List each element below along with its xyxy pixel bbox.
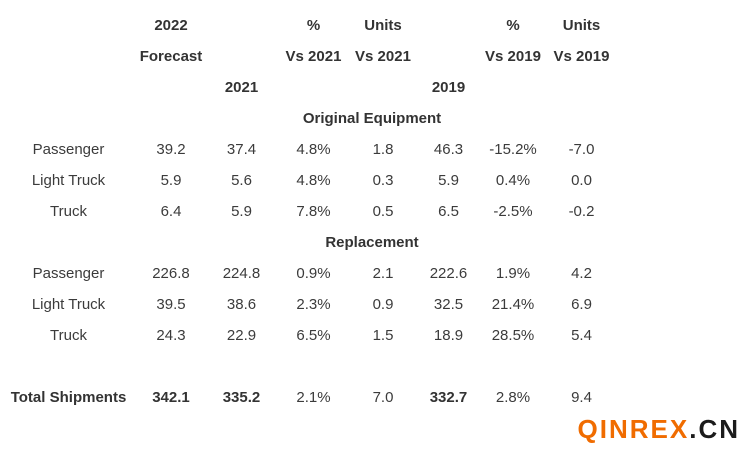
cell: 0.4%: [495, 172, 531, 189]
section-label: Original Equipment: [302, 110, 442, 127]
cell: 5.6: [231, 172, 252, 189]
cell: 46.3: [433, 141, 464, 158]
row-label: Truck: [50, 327, 87, 344]
cell: 2.1%: [296, 389, 331, 406]
section-row-replacement: Replacement: [0, 227, 744, 258]
cell: 6.5%: [296, 327, 331, 344]
cell: 226.8: [152, 265, 190, 282]
cell: 18.9: [433, 327, 464, 344]
cell: -15.2%: [489, 141, 537, 158]
cell: 9.4: [571, 389, 592, 406]
hdr-forecast: Forecast: [139, 48, 203, 65]
cell: 6.9: [571, 296, 592, 313]
cell: 2.1: [372, 265, 394, 282]
cell: 39.5: [156, 296, 186, 313]
shipments-table: 2022 % Units % Units Forecast Vs 2021 Vs…: [0, 10, 744, 413]
cell: 224.8: [222, 265, 261, 282]
hdr-units-vs2019: Units: [562, 17, 601, 34]
hdr-2022: 2022: [154, 17, 188, 34]
data-row-oe-truck: Truck 6.4 5.9 7.8% 0.5 6.5 -2.5% -0.2: [0, 196, 744, 227]
cell: 0.0: [571, 172, 592, 189]
cell: 7.8%: [296, 203, 331, 220]
cell: 22.9: [226, 327, 257, 344]
hdr-vs2021-pct-sub: Vs 2021: [285, 48, 342, 65]
row-label: Truck: [50, 203, 87, 220]
cell: 32.5: [433, 296, 464, 313]
header-row-3: 2021 2019: [0, 72, 744, 103]
data-row-oe-light-truck: Light Truck 5.9 5.6 4.8% 0.3 5.9 0.4% 0.…: [0, 165, 744, 196]
cell: -0.2: [568, 203, 595, 220]
hdr-2019: 2019: [431, 79, 466, 96]
row-label: Light Truck: [31, 296, 106, 313]
cell: 4.8%: [296, 172, 331, 189]
header-row-1: 2022 % Units % Units: [0, 10, 744, 41]
cell: -2.5%: [493, 203, 533, 220]
spacer-row: [0, 351, 744, 382]
data-row-r-light-truck: Light Truck 39.5 38.6 2.3% 0.9 32.5 21.4…: [0, 289, 744, 320]
cell: 4.2: [571, 265, 592, 282]
hdr-vs2021-units-sub: Vs 2021: [355, 48, 411, 65]
cell: 1.5: [372, 327, 394, 344]
cell: 332.7: [429, 389, 468, 406]
cell: 5.4: [571, 327, 592, 344]
cell: 5.9: [231, 203, 252, 220]
cell: 38.6: [226, 296, 257, 313]
hdr-vs2019-pct-sub: Vs 2019: [485, 48, 541, 65]
cell: 39.2: [156, 141, 186, 158]
section-row-original-equipment: Original Equipment: [0, 103, 744, 134]
cell: 1.9%: [495, 265, 531, 282]
row-label: Passenger: [32, 265, 105, 282]
cell: 335.2: [222, 389, 261, 406]
hdr-2021: 2021: [224, 79, 259, 96]
cell: 2.8%: [495, 389, 531, 406]
total-label: Total Shipments: [10, 389, 127, 406]
cell: 7.0: [372, 389, 394, 406]
hdr-pct-vs2021: %: [306, 17, 321, 34]
hdr-vs2019-units-sub: Vs 2019: [553, 48, 610, 65]
watermark-suffix: .CN: [689, 414, 740, 444]
cell: 0.9%: [296, 265, 331, 282]
cell: 21.4%: [491, 296, 535, 313]
header-row-2: Forecast Vs 2021 Vs 2021 Vs 2019 Vs 2019: [0, 41, 744, 72]
cell: 0.9: [372, 296, 394, 313]
data-row-r-passenger: Passenger 226.8 224.8 0.9% 2.1 222.6 1.9…: [0, 258, 744, 289]
cell: 28.5%: [491, 327, 535, 344]
cell: 1.8: [372, 141, 394, 158]
cell: 342.1: [152, 389, 190, 406]
hdr-pct-vs2019: %: [506, 17, 520, 34]
cell: 0.5: [372, 203, 394, 220]
cell: 222.6: [429, 265, 468, 282]
hdr-units-vs2021: Units: [364, 17, 402, 34]
cell: 6.5: [438, 203, 459, 220]
section-label: Replacement: [325, 234, 419, 251]
row-label: Light Truck: [31, 172, 106, 189]
cell: 6.4: [160, 203, 182, 220]
cell: 24.3: [156, 327, 186, 344]
watermark-brand: QINREX: [577, 414, 690, 444]
cell: 37.4: [226, 141, 257, 158]
cell: -7.0: [568, 141, 595, 158]
total-row: Total Shipments 342.1 335.2 2.1% 7.0 332…: [0, 382, 744, 413]
cell: 4.8%: [296, 141, 331, 158]
cell: 0.3: [372, 172, 394, 189]
row-label: Passenger: [32, 141, 105, 158]
cell: 5.9: [160, 172, 182, 189]
data-row-r-truck: Truck 24.3 22.9 6.5% 1.5 18.9 28.5% 5.4: [0, 320, 744, 351]
watermark-logo: QINREX.CN: [578, 416, 740, 442]
cell: 5.9: [438, 172, 459, 189]
cell: 2.3%: [296, 296, 331, 313]
data-row-oe-passenger: Passenger 39.2 37.4 4.8% 1.8 46.3 -15.2%…: [0, 134, 744, 165]
